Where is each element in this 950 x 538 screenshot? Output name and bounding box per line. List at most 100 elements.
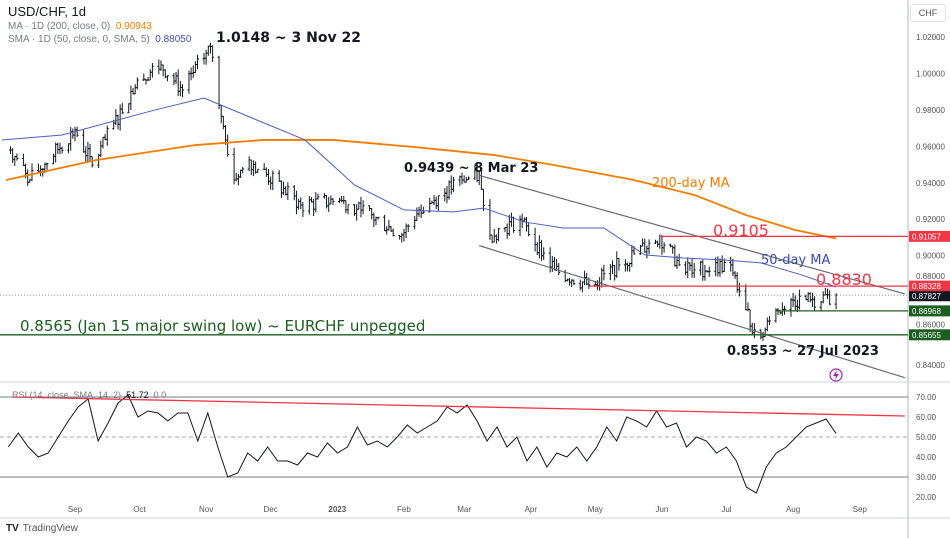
chart-legend: USD/CHF, 1d MA · 1D (200, close, 0) 0.90… [8,4,191,45]
price-bar [217,55,221,110]
price-bar [157,59,161,75]
price-bar [178,80,182,97]
level-label-0: 0.9105 [713,221,769,240]
price-tick-label: 0.84000 [916,361,945,370]
price-bar [193,61,197,74]
price-bar [241,166,245,174]
price-bar [232,147,236,185]
time-axis[interactable]: Sep Oct Nov Dec 2023 Feb Mar Apr May Jun Jul Aug Sep [68,505,868,514]
sma50-label: SMA · 1D (50, close, 0, SMA, 5) [8,34,150,45]
last-price-badge [909,291,950,302]
ma200-line[interactable] [6,139,837,240]
price-bar [133,84,137,95]
price-bar [406,224,410,232]
price-bar [191,65,195,78]
price-tick-label: 0.88000 [916,272,945,281]
price-bar [142,73,146,81]
time-tick-label: Sep [68,505,83,514]
price-bar [325,195,329,209]
annotation-ma50: 50-day MA [761,253,830,268]
lightning-icon[interactable] [829,368,843,382]
annotation-ma200: 200-day MA [652,176,730,191]
price-bar [542,247,546,260]
price-bar [118,104,122,131]
last-price-label: 0.87827 [912,292,941,301]
price-bar [537,235,541,259]
price-bar [15,153,19,161]
price-bar [451,176,455,193]
level-axis-badge [909,329,950,341]
rsi-trendline[interactable] [12,396,905,417]
price-bar [660,234,664,255]
ma50-line[interactable] [1,97,837,288]
symbol-title[interactable]: USD/CHF, 1d [8,4,87,19]
channel-lower-line[interactable] [479,245,906,379]
price-bar [208,42,212,54]
price-bar [84,146,88,162]
price-bar [251,160,255,177]
rsi-label: RSI (14, close, SMA, 14, 2) [12,390,122,400]
price-bar [88,143,92,161]
price-bar [722,258,726,273]
price-bar [314,192,318,213]
price-bar [449,175,453,195]
price-bar [249,159,253,176]
ma200-legend[interactable]: MA · 1D (200, close, 0) 0.90943 [8,21,191,32]
price-bar [688,262,692,271]
time-tick-label: Jun [655,505,668,514]
price-bar [196,54,200,70]
price-bar [677,253,681,267]
price-bar [518,215,522,237]
rsi-legend[interactable]: RSI (14, close, SMA, 14, 2) 51.72 0 0 [12,390,166,400]
price-bar [86,141,90,162]
price-bar [701,259,705,281]
sma50-value: 0.88050 [155,34,192,45]
price-bar [82,129,86,153]
price-bar [148,69,152,81]
price-bar [307,196,311,215]
price-bar [703,264,707,281]
price-bar [580,281,584,293]
price-bar [60,146,64,154]
level-axis-badge [909,280,950,292]
rsi-extra: 0 0 [153,390,167,400]
currency-button[interactable]: CHF [910,4,946,22]
rsi-tick-label: 60.00 [916,413,937,422]
price-bar [744,284,748,311]
price-bar [264,167,268,177]
time-tick-label: Sep [853,505,868,514]
level-axis-badge [909,230,950,242]
price-bar [90,156,94,168]
time-tick-label: May [588,505,603,514]
price-bar [436,195,440,212]
price-bar [131,87,135,95]
rsi-tick-label: 70.00 [916,393,937,402]
channel-upper-line[interactable] [479,174,906,295]
rsi-tick-label: 40.00 [916,453,937,462]
price-bar [572,279,576,285]
price-axis[interactable]: 1.02000 1.00000 0.98000 0.96000 0.94000 0.920… [909,33,950,502]
price-bar [135,77,139,90]
price-bar [67,143,71,154]
price-bar [527,223,531,237]
annotation-low: 0.8553 ~ 27 Jul 2023 [727,344,879,359]
rsi-tick-label: 20.00 [916,493,937,502]
price-bar [402,228,406,242]
tradingview-logo[interactable]: TV TradingView [6,523,78,534]
price-bar [127,103,131,114]
branding-text: TradingView [22,523,78,534]
price-bar [97,153,101,168]
price-bar [385,226,389,235]
price-bar [26,169,30,186]
price-bar [359,196,363,218]
price-bar [443,188,447,202]
sma50-legend[interactable]: SMA · 1D (50, close, 0, SMA, 5) 0.88050 [8,34,191,45]
price-bar [54,142,58,163]
price-bar [189,67,193,81]
price-bar [150,62,154,78]
price-bar [181,84,184,98]
price-bar [30,163,34,181]
price-bar [419,204,423,219]
